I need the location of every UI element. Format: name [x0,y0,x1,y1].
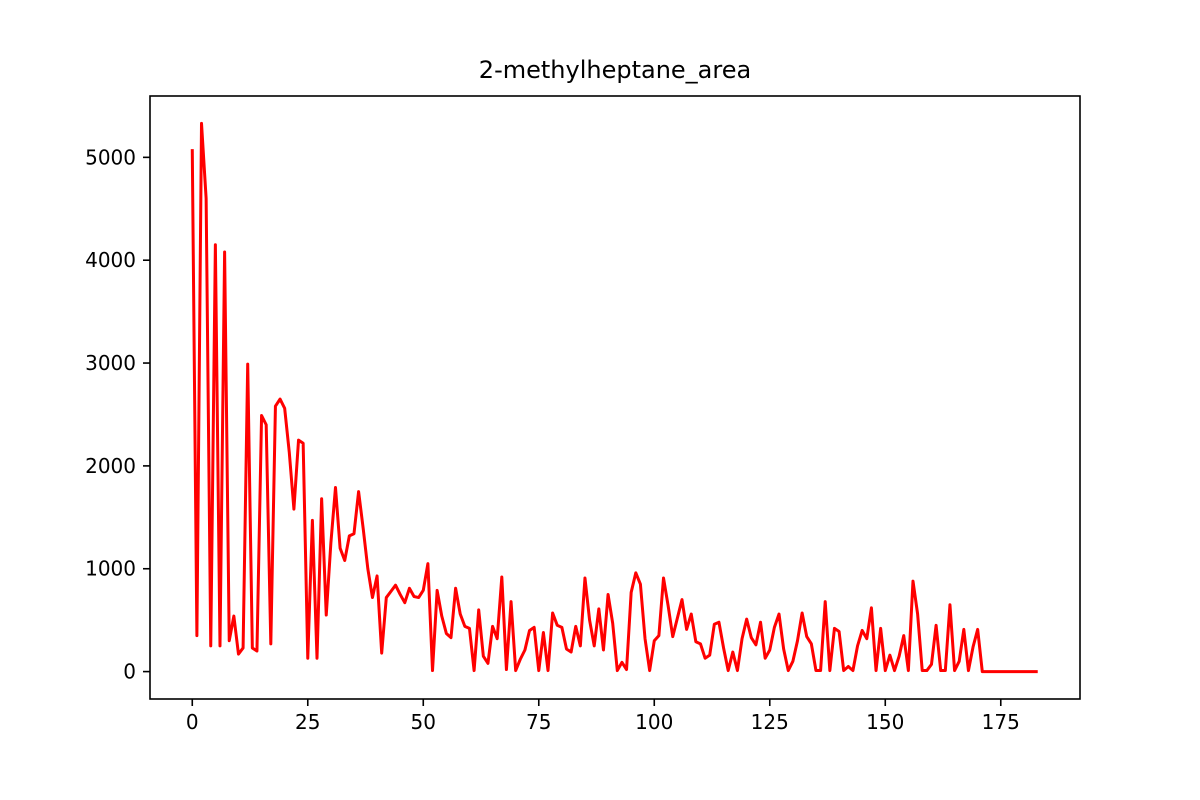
x-tick-label: 0 [186,710,199,734]
y-tick-label: 3000 [85,351,136,375]
x-tick-label: 100 [635,710,673,734]
chart-title: 2-methylheptane_area [479,56,751,84]
y-tick-label: 4000 [85,248,136,272]
x-tick-label: 75 [526,710,551,734]
y-tick-label: 1000 [85,557,136,581]
x-tick-label: 50 [411,710,436,734]
y-tick-label: 0 [123,660,136,684]
series-line [190,121,1038,674]
y-tick-label: 5000 [85,145,136,169]
y-tick-label: 2000 [85,454,136,478]
y-axis: 0 1000 2000 3000 4000 5000 [85,145,150,684]
x-tick-label: 150 [866,710,904,734]
x-tick-label: 25 [295,710,320,734]
x-axis: 0 25 50 75 100 125 150 175 [186,699,1020,734]
x-tick-label: 125 [751,710,789,734]
x-tick-label: 175 [982,710,1020,734]
plot-frame [149,95,1081,700]
series-layer [190,121,1038,674]
